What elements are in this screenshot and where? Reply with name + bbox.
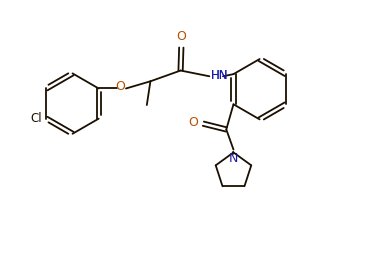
Text: HN: HN — [211, 69, 228, 82]
Text: O: O — [188, 116, 198, 129]
Text: O: O — [115, 80, 125, 93]
Text: O: O — [176, 30, 186, 42]
Text: N: N — [229, 152, 238, 165]
Text: HN: HN — [211, 69, 228, 82]
Text: Cl: Cl — [30, 112, 42, 125]
